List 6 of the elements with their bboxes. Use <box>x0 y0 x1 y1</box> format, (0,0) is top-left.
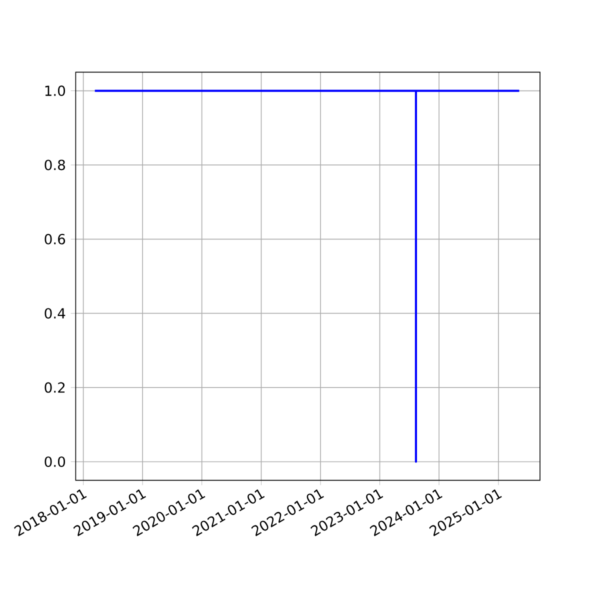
y-tick-label: 0.6 <box>44 234 66 244</box>
y-tick-label: 0.2 <box>44 382 65 393</box>
y-tick-label: 1.0 <box>45 86 66 96</box>
y-tick-label: 0.8 <box>44 160 65 170</box>
y-tick-label: 0.4 <box>44 308 66 319</box>
y-tick-label: 0.0 <box>44 456 66 467</box>
